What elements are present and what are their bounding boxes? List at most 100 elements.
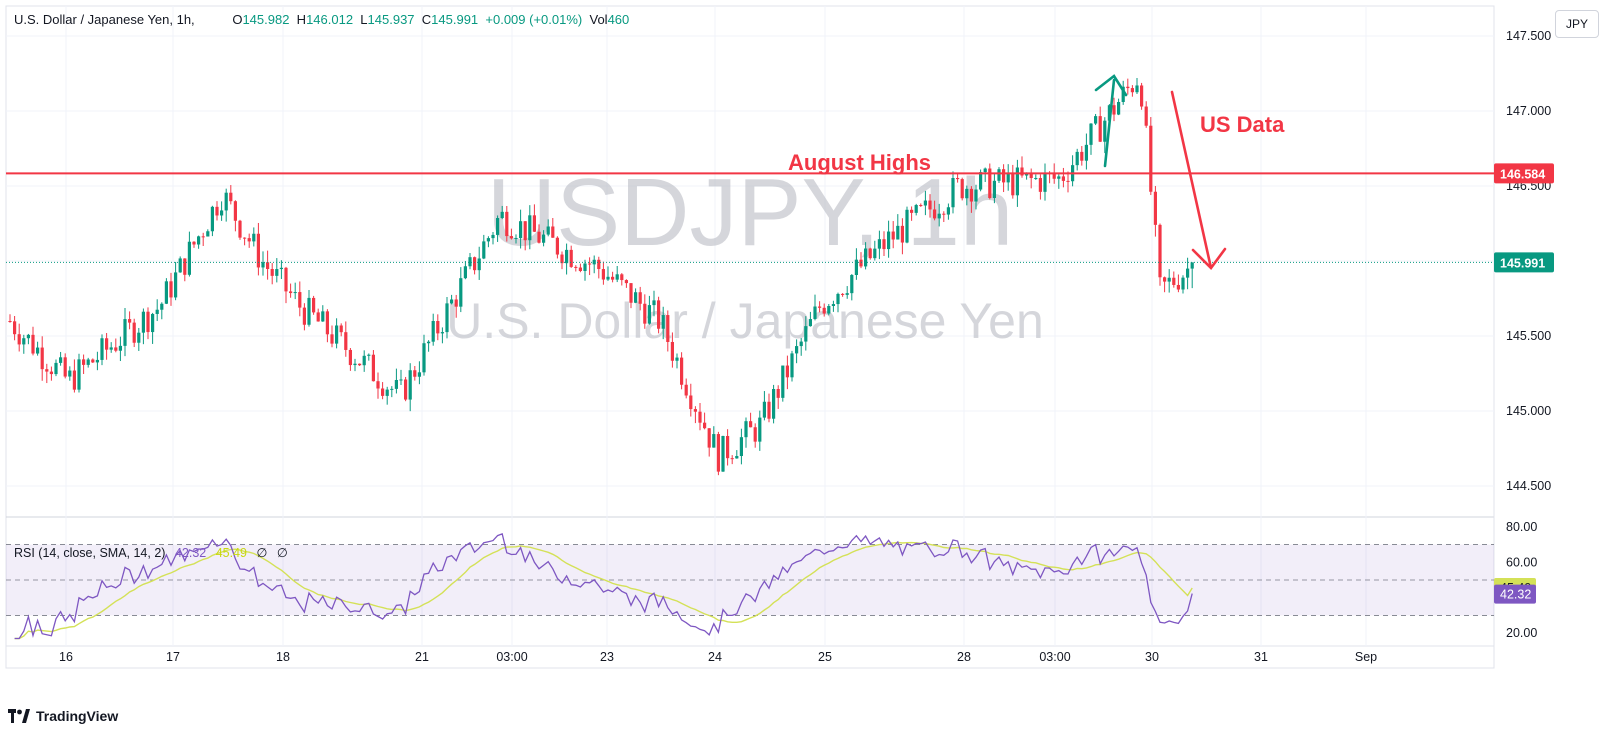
candle-body xyxy=(468,257,472,267)
candle-body xyxy=(1020,167,1024,176)
candle-body xyxy=(1094,116,1098,124)
candle-body xyxy=(376,381,380,389)
candle-body xyxy=(1061,176,1065,181)
candle-body xyxy=(316,312,320,322)
candle-body xyxy=(804,326,808,342)
candle-body xyxy=(192,241,196,245)
candle-body xyxy=(325,311,329,335)
candle-body xyxy=(427,341,431,344)
candle-body xyxy=(946,207,950,215)
candle-body xyxy=(647,305,651,324)
candle-body xyxy=(45,369,49,372)
low-value: 145.937 xyxy=(367,12,415,27)
candle-body xyxy=(1144,106,1148,126)
y-tick-label: 147.500 xyxy=(1506,29,1551,43)
candle-body xyxy=(661,315,665,329)
candle-body xyxy=(174,272,178,298)
candle-body xyxy=(8,321,12,322)
candle-body xyxy=(164,281,168,304)
candle-body xyxy=(923,200,927,206)
candle-body xyxy=(712,434,716,448)
currency-button[interactable]: JPY xyxy=(1555,10,1599,38)
volume-value: 460 xyxy=(607,12,630,27)
high-value: 146.012 xyxy=(306,12,354,27)
candle-body xyxy=(109,347,113,350)
candle-body xyxy=(1098,116,1102,142)
candle-body xyxy=(744,421,748,438)
y-tick-label: 144.500 xyxy=(1506,479,1551,493)
candle-body xyxy=(666,315,670,342)
candle-body xyxy=(891,231,895,240)
level-price-label: 146.584 xyxy=(1500,167,1545,181)
candle-body xyxy=(114,347,118,351)
candle-body xyxy=(68,370,72,377)
candle-body xyxy=(758,417,762,442)
candle-body xyxy=(523,221,527,241)
candle-body xyxy=(1015,167,1019,196)
candle-body xyxy=(928,200,932,210)
candle-body xyxy=(698,411,702,423)
candle-body xyxy=(445,303,449,333)
candle-body xyxy=(270,269,274,276)
candle-body xyxy=(155,309,159,314)
candle-body xyxy=(353,363,357,366)
candle-body xyxy=(362,355,366,366)
candle-body xyxy=(772,388,776,419)
candle-body xyxy=(1181,277,1185,290)
candle-body xyxy=(100,338,104,360)
candle-body xyxy=(187,241,191,275)
candle-body xyxy=(399,379,403,381)
candle-body xyxy=(574,266,578,268)
change-value: +0.009 (+0.01%) xyxy=(485,12,583,27)
rsi-tag xyxy=(1494,584,1536,604)
candle-body xyxy=(965,188,969,199)
rsi-y-tick-label: 20.00 xyxy=(1506,626,1537,640)
candle-body xyxy=(279,267,283,270)
candle-body xyxy=(979,172,983,190)
candle-body xyxy=(877,239,881,249)
candle-body xyxy=(1103,120,1107,142)
candle-body xyxy=(1089,123,1093,145)
candle-body xyxy=(178,258,182,273)
candle-body xyxy=(358,363,362,366)
candle-body xyxy=(63,357,67,377)
candle-body xyxy=(638,292,642,304)
x-tick-label: 30 xyxy=(1145,650,1159,664)
candle-body xyxy=(385,389,389,396)
candle-body xyxy=(652,300,656,306)
us-data-annotation: US Data xyxy=(1200,112,1285,137)
candle-body xyxy=(197,236,201,245)
candle-body xyxy=(59,357,63,363)
candle-body xyxy=(597,259,601,270)
candle-body xyxy=(601,269,605,280)
candle-body xyxy=(933,209,937,219)
candle-body xyxy=(937,213,941,219)
candle-body xyxy=(367,354,371,356)
candle-body xyxy=(988,168,992,199)
candle-body xyxy=(588,263,592,265)
candle-body xyxy=(72,370,76,390)
candle-body xyxy=(454,299,458,307)
candle-body xyxy=(183,258,187,275)
candle-body xyxy=(1149,125,1153,192)
candle-body xyxy=(611,276,615,280)
candle-body xyxy=(670,341,674,361)
x-tick-label: Sep xyxy=(1355,650,1377,664)
symbol-legend: U.S. Dollar / Japanese Yen, 1h, O145.982… xyxy=(14,12,629,27)
candle-body xyxy=(551,226,555,238)
candle-body xyxy=(565,249,569,264)
candle-body xyxy=(827,306,831,314)
candle-body xyxy=(224,192,228,211)
candle-body xyxy=(951,178,955,208)
candle-body xyxy=(942,213,946,215)
tradingview-logo[interactable]: TradingView xyxy=(8,708,118,724)
candle-body xyxy=(997,169,1001,181)
rsi-label: RSI (14, close, SMA, 14, 2) xyxy=(14,546,166,560)
candle-body xyxy=(689,395,693,410)
down-arrow xyxy=(1170,90,1227,270)
candle-body xyxy=(707,428,711,448)
candle-body xyxy=(339,325,343,333)
candle-body xyxy=(781,365,785,398)
rsi-value: 42.32 xyxy=(174,546,207,560)
